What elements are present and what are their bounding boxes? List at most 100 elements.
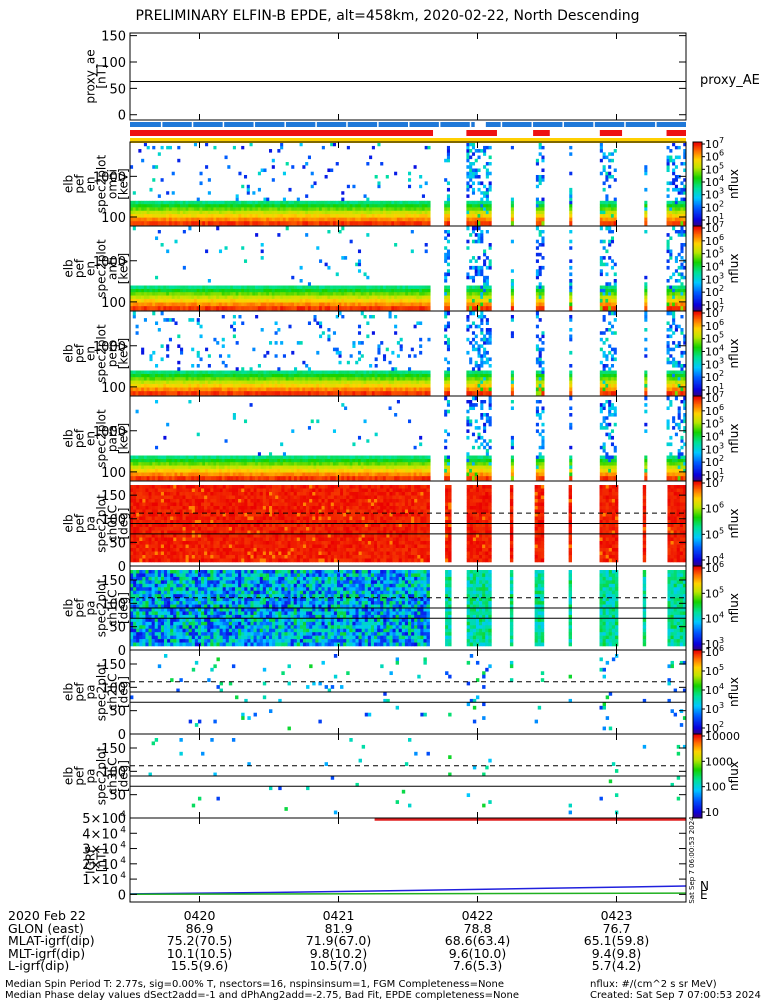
colorbar-label: nflux [727, 169, 741, 199]
ytick-label: 150 [101, 489, 126, 504]
ylabel-line: spec2plot [95, 662, 109, 721]
colorbar-exponent: 5 [719, 663, 724, 672]
colorbar-tick: 10 [705, 138, 719, 151]
colorbar [692, 733, 703, 819]
ytick-label: 1×10 [82, 873, 118, 888]
ylabel-line: pa [84, 685, 98, 700]
status-bar-2-segment [466, 130, 497, 136]
colorbar-tick: 10 [705, 456, 719, 469]
colorbar-tick: 1000 [705, 755, 733, 768]
colorbar-tick: 10 [705, 418, 719, 431]
colorbar-label: nflux [727, 424, 741, 454]
ephemeris-cell: 9.4(9.8) [591, 945, 642, 961]
ytick-label: 150 [101, 30, 126, 45]
ylabel-line: para [106, 425, 120, 452]
ytick-label: 150 [101, 658, 126, 673]
colorbar-tick: 100 [705, 781, 726, 794]
colorbar-exponent: 1 [719, 212, 724, 221]
colorbar-tick: 10 [705, 235, 719, 248]
colorbar-tick: 10 [705, 214, 719, 227]
ylabel-line: pef [73, 766, 87, 786]
colorbar-tick: 10 [705, 587, 719, 600]
ephemeris-cell: 86.9 [185, 920, 214, 936]
panel-frame [129, 32, 687, 121]
colorbar-exponent: 5 [719, 416, 724, 425]
ytick-label: 150 [101, 574, 126, 589]
colorbar-tick: 10 [705, 613, 719, 626]
status-bar-3-segment [130, 138, 686, 143]
colorbar-tick: 10 [705, 562, 719, 575]
ephemeris-column: 0421 81.9 71.9(67.0) 9.8(10.2) 10.5(7.0) [279, 909, 399, 973]
colorbar-exponent: 7 [719, 136, 724, 145]
colorbar-tick: 10 [705, 503, 719, 516]
colorbar-tick: 10 [705, 392, 719, 405]
ytick-label: 50 [109, 82, 126, 97]
row-label-glon: GLON (east) [8, 920, 84, 936]
ylabel-line: [keV] [117, 423, 131, 454]
colorbar-exponent: 7 [719, 390, 724, 399]
ytick-label: 0 [118, 888, 126, 903]
ylabel-line: spec2plot [95, 154, 109, 213]
ylabel-line: pef [73, 682, 87, 702]
ytick-exponent: 4 [120, 841, 126, 851]
colorbar-label: nflux [727, 677, 741, 707]
colorbar-exponent: 5 [719, 526, 724, 535]
footer-phase-info: Median Phase delay values dSect2add=-1 a… [5, 990, 520, 1000]
ytick-label: 1000 [93, 425, 126, 440]
colorbar-label: nflux [727, 593, 741, 623]
panel-frame [129, 817, 687, 903]
ylabel-line: pa [84, 769, 98, 784]
ytick-label: 100 [101, 513, 126, 528]
ylabel-line: elb [62, 259, 76, 277]
ephemeris-cell: 0422 [461, 908, 494, 923]
ylabel-line: spec2plot [95, 239, 109, 298]
ylabel-line: elb [62, 767, 76, 785]
ytick-label: 1000 [93, 170, 126, 185]
colorbar-tick: 10 [705, 176, 719, 189]
colorbar-exponent: 6 [719, 149, 724, 158]
ytick-label: 0 [118, 109, 126, 124]
igrf-legend-n: N [700, 879, 709, 893]
ylabel-line: anti [106, 257, 120, 280]
ephemeris-cell: 9.6(10.0) [448, 945, 507, 961]
igrf-series-2 [129, 892, 687, 895]
colorbar-tick: 10 [705, 358, 719, 371]
axes-layer [129, 32, 705, 903]
ylabel-line: pef [73, 428, 87, 448]
ylabel-line: ch3LC [106, 758, 120, 795]
ytick-label: 100 [101, 597, 126, 612]
colorbar-exponent: 3 [719, 356, 724, 365]
ytick-label: 0 [118, 812, 126, 827]
colorbar-exponent: 7 [719, 220, 724, 229]
igrf-side-note: Sat Sep 7 06:00:53 2024 [688, 816, 696, 904]
ylabel-line: en [84, 346, 98, 361]
ylabel-line: spec2plot [95, 578, 109, 637]
ytick-label: 100 [101, 296, 126, 311]
ephemeris-cell: 7.6(5.3) [452, 958, 503, 973]
ytick-exponent: 4 [120, 871, 126, 881]
ephemeris-cell: 9.8(10.2) [309, 945, 368, 961]
colorbar-exponent: 6 [719, 233, 724, 242]
ephemeris-cell: 78.8 [463, 920, 492, 936]
status-bar-1-segment [485, 122, 686, 127]
ephemeris-cell: 81.9 [324, 920, 353, 936]
status-bar-2-segment [130, 130, 434, 136]
colorbar-exponent: 4 [719, 344, 724, 353]
colorbar-tick: 10 [705, 477, 719, 490]
colorbar-exponent: 3 [719, 187, 724, 196]
colorbar-exponent: 3 [719, 271, 724, 280]
colorbar-tick: 10 [705, 307, 719, 320]
colorbar-tick: 10 [705, 528, 719, 541]
proxy-ae-legend: proxy_AE [700, 73, 760, 88]
colorbar-tick: 10 [705, 333, 719, 346]
ylabel-line: ch0LC [106, 505, 120, 542]
ytick-label: 1000 [93, 255, 126, 270]
colorbar-exponent: 6 [719, 560, 724, 569]
colorbar-tick: 10 [705, 806, 719, 819]
ylabel-line: pef [73, 513, 87, 533]
colorbar-tick: 10 [705, 163, 719, 176]
colorbar-exponent: 5 [719, 161, 724, 170]
colorbar-exponent: 5 [719, 331, 724, 340]
ephemeris-cell: 75.2(70.5) [166, 933, 233, 948]
